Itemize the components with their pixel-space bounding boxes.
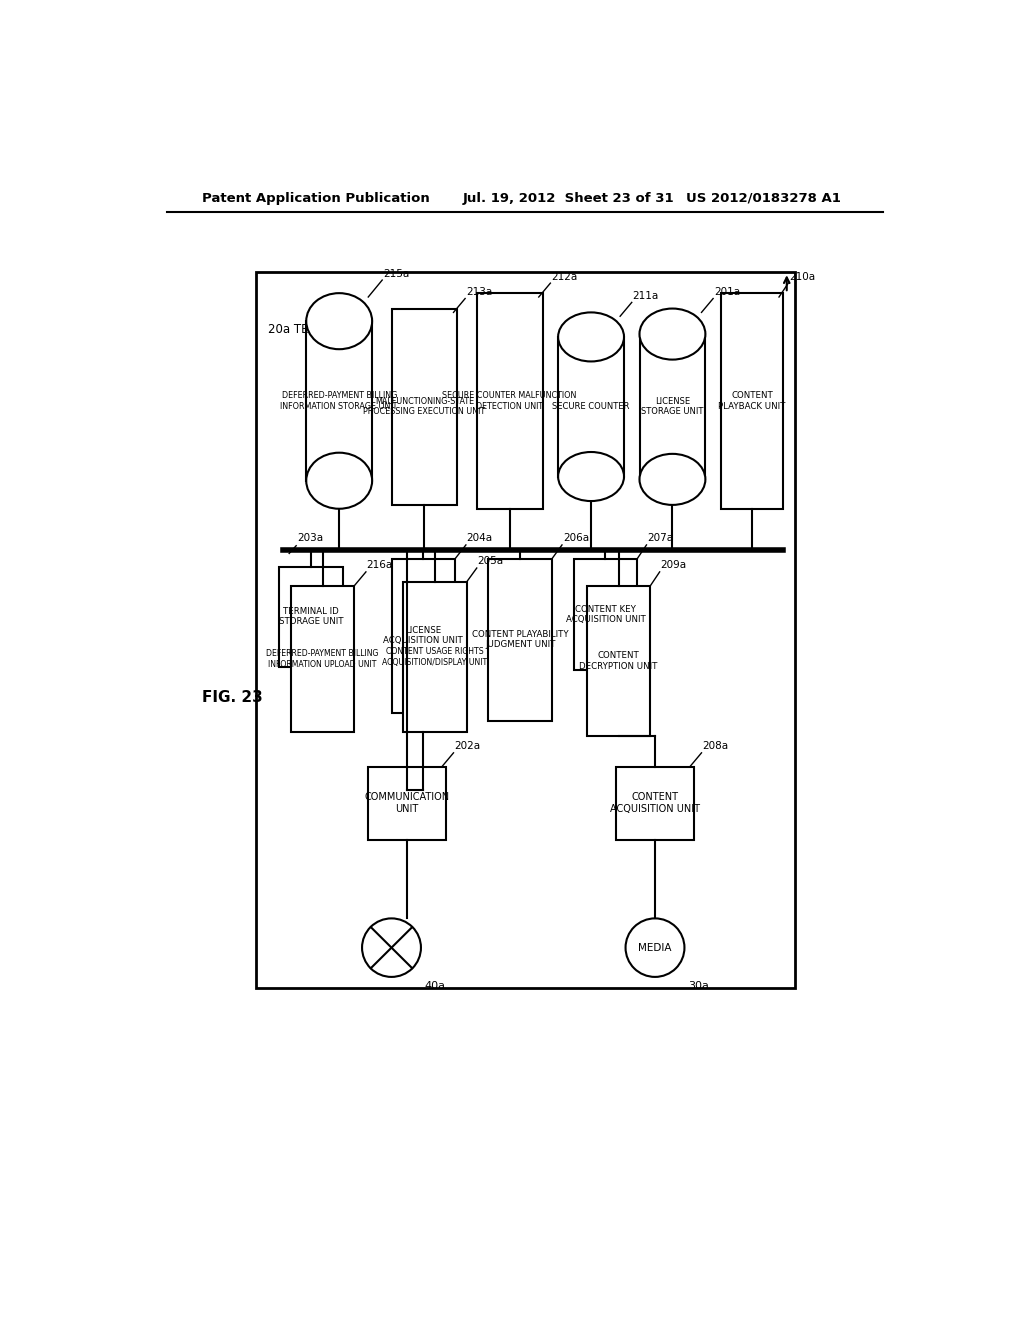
Text: DEFERRED-PAYMENT BILLING
INFORMATION UPLOAD UNIT: DEFERRED-PAYMENT BILLING INFORMATION UPL… (266, 649, 379, 669)
Text: Patent Application Publication: Patent Application Publication (202, 191, 429, 205)
Bar (573, 558, 637, 671)
Bar (721, 293, 783, 508)
Text: CONTENT
ACQUISITION UNIT: CONTENT ACQUISITION UNIT (610, 792, 700, 814)
Text: DEFERRED-PAYMENT BILLING
INFORMATION STORAGE UNIT: DEFERRED-PAYMENT BILLING INFORMATION STO… (281, 391, 398, 411)
Text: CONTENT USAGE RIGHTS
ACQUISITION/DISPLAY UNIT: CONTENT USAGE RIGHTS ACQUISITION/DISPLAY… (382, 647, 487, 667)
Text: LICENSE
STORAGE UNIT: LICENSE STORAGE UNIT (641, 397, 703, 416)
Bar (477, 293, 543, 508)
Ellipse shape (640, 309, 706, 359)
Text: SECURE COUNTER MALFUNCTION
DETECTION UNIT: SECURE COUNTER MALFUNCTION DETECTION UNI… (442, 391, 577, 411)
Text: MALFUNCTIONING-STATE
PROCESSING EXECUTION UNIT: MALFUNCTIONING-STATE PROCESSING EXECUTIO… (364, 397, 485, 416)
Text: CONTENT PLAYABILITY
JUDGMENT UNIT: CONTENT PLAYABILITY JUDGMENT UNIT (472, 630, 568, 649)
Bar (291, 586, 354, 733)
Text: 210a: 210a (790, 272, 815, 281)
Text: SECURE COUNTER: SECURE COUNTER (552, 403, 630, 412)
Bar (640, 334, 706, 479)
Text: CONTENT KEY
ACQUISITION UNIT: CONTENT KEY ACQUISITION UNIT (565, 605, 645, 624)
Bar (306, 321, 372, 480)
Ellipse shape (558, 451, 624, 502)
Text: TERMINAL ID
STORAGE UNIT: TERMINAL ID STORAGE UNIT (279, 607, 343, 626)
Bar (280, 566, 343, 667)
Text: 213a: 213a (466, 286, 493, 297)
Text: CONTENT
PLAYBACK UNIT: CONTENT PLAYBACK UNIT (718, 391, 785, 411)
Text: 215a: 215a (383, 268, 410, 279)
Text: 209a: 209a (660, 561, 686, 570)
Bar (391, 558, 455, 713)
Bar (403, 582, 467, 733)
Text: 201a: 201a (714, 286, 740, 297)
Text: 40a: 40a (425, 981, 445, 991)
Text: 30a: 30a (688, 981, 710, 991)
Bar (391, 309, 458, 506)
Text: 205a: 205a (477, 557, 504, 566)
Text: 202a: 202a (455, 742, 480, 751)
Text: FIG. 23: FIG. 23 (202, 690, 262, 705)
Text: 208a: 208a (702, 742, 728, 751)
Text: COMMUNICATION
UNIT: COMMUNICATION UNIT (365, 792, 450, 814)
Text: 20a TERMINAL: 20a TERMINAL (267, 323, 353, 335)
Bar (488, 558, 552, 721)
Text: 207a: 207a (647, 533, 674, 544)
Ellipse shape (640, 454, 706, 506)
Bar (616, 767, 693, 840)
Ellipse shape (306, 453, 372, 508)
Text: 203a: 203a (297, 533, 324, 544)
Text: 216a: 216a (367, 561, 393, 570)
Ellipse shape (558, 313, 624, 362)
Text: 206a: 206a (563, 533, 589, 544)
Bar (369, 767, 445, 840)
Bar (256, 272, 795, 989)
Ellipse shape (306, 293, 372, 350)
Bar (587, 586, 650, 737)
Text: 212a: 212a (551, 272, 578, 281)
Text: Jul. 19, 2012  Sheet 23 of 31: Jul. 19, 2012 Sheet 23 of 31 (463, 191, 675, 205)
Text: CONTENT
DECRYPTION UNIT: CONTENT DECRYPTION UNIT (580, 651, 657, 671)
Text: 211a: 211a (633, 290, 658, 301)
Text: MEDIA: MEDIA (638, 942, 672, 953)
Bar (558, 337, 624, 477)
Text: US 2012/0183278 A1: US 2012/0183278 A1 (686, 191, 841, 205)
Text: LICENSE
ACQUISITION UNIT: LICENSE ACQUISITION UNIT (383, 626, 463, 645)
Text: 204a: 204a (467, 533, 493, 544)
